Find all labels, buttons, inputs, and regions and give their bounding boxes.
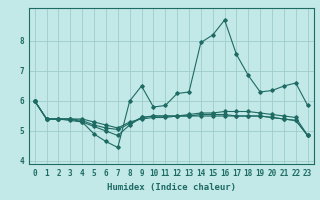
X-axis label: Humidex (Indice chaleur): Humidex (Indice chaleur): [107, 183, 236, 192]
